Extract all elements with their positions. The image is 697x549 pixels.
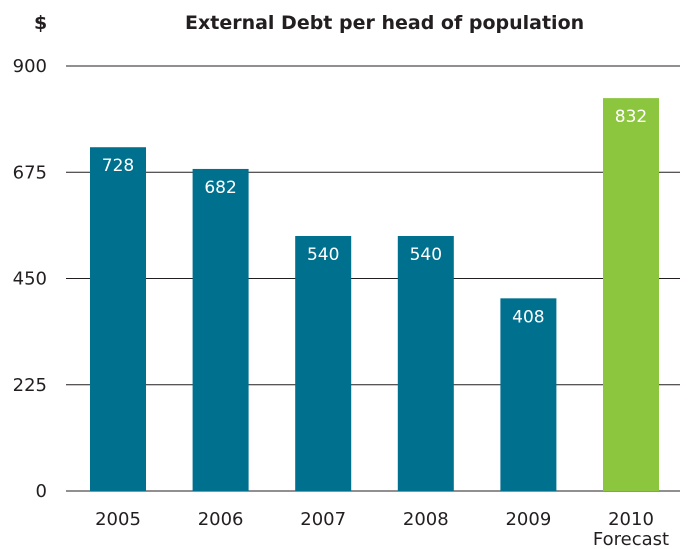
bar-2005 <box>90 147 146 491</box>
bar-2007 <box>295 236 352 491</box>
bar-2009 <box>500 298 557 491</box>
bars: 728 682 540 540 408 832 <box>90 98 659 491</box>
y-tick-label: 900 <box>13 56 47 77</box>
chart-title: External Debt per head of population <box>185 12 585 34</box>
y-tick-label: 675 <box>13 162 47 183</box>
y-tick-label: 0 <box>36 481 47 502</box>
bar-2010 <box>603 98 659 491</box>
x-tick-label-2007: 2007 <box>300 509 346 530</box>
x-tick-label-2010: 2010 <box>608 509 654 530</box>
data-label-2006: 682 <box>204 178 236 198</box>
data-label-2007: 540 <box>307 245 339 265</box>
x-tick-label-2006: 2006 <box>198 509 244 530</box>
bar-2006 <box>192 168 249 491</box>
x-tick-sublabel-2010: Forecast <box>593 529 669 549</box>
x-tick-label-2009: 2009 <box>505 509 551 530</box>
data-label-2010: 832 <box>615 107 647 127</box>
x-tick-label-2005: 2005 <box>95 509 141 530</box>
bar-2008 <box>397 236 454 491</box>
data-label-2009: 408 <box>512 307 544 327</box>
y-axis-ticks: 0 225 450 675 900 <box>13 56 47 502</box>
y-axis-unit-label: $ <box>34 12 48 34</box>
data-label-2008: 540 <box>410 245 442 265</box>
y-tick-label: 225 <box>13 375 47 396</box>
x-tick-label-2008: 2008 <box>403 509 449 530</box>
gridlines <box>66 65 680 492</box>
y-tick-label: 450 <box>13 269 47 290</box>
data-label-2005: 728 <box>102 156 134 176</box>
